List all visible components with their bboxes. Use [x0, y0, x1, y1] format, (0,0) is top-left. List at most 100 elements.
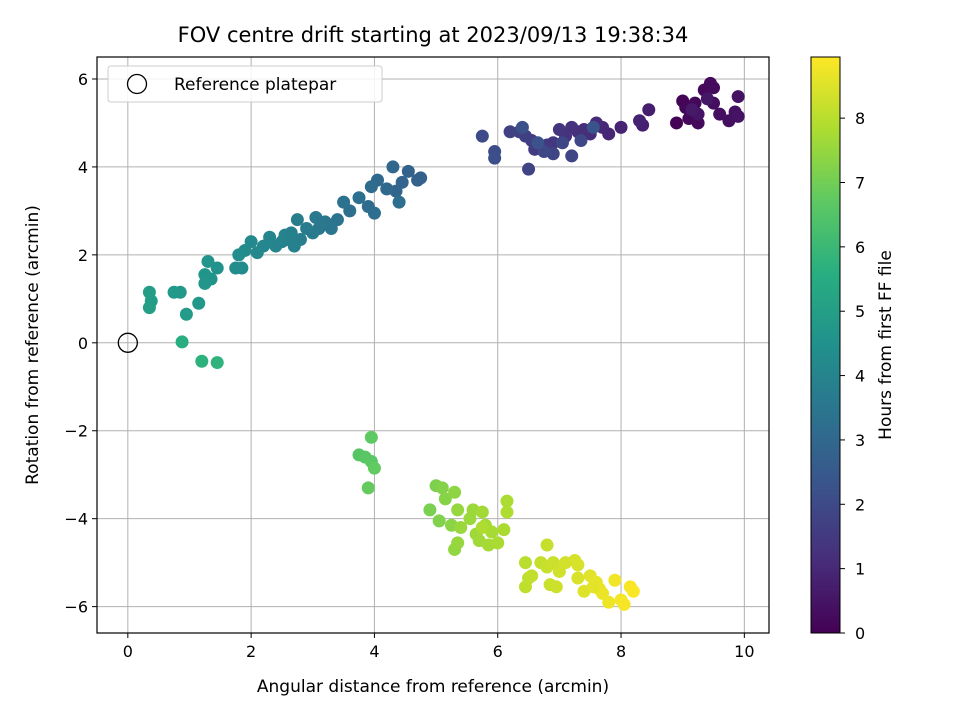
data-point	[423, 503, 437, 517]
data-point	[731, 90, 745, 104]
y-tick-label: −6	[64, 598, 88, 617]
data-point	[700, 92, 714, 106]
data-point	[401, 164, 415, 178]
data-point	[210, 261, 224, 275]
data-point	[518, 556, 532, 570]
data-point	[497, 523, 511, 537]
data-point	[571, 558, 585, 572]
y-axis-title: Rotation from reference (arcmin)	[23, 205, 43, 485]
data-point	[633, 114, 647, 128]
data-point	[192, 296, 206, 310]
x-tick-label: 4	[369, 642, 379, 661]
data-point	[586, 120, 600, 134]
data-point	[522, 162, 536, 176]
colorbar-tick-label: 2	[855, 495, 865, 514]
y-tick-label: 6	[78, 70, 88, 89]
data-point	[451, 536, 465, 550]
data-point	[454, 520, 468, 534]
data-point	[364, 180, 378, 194]
colorbar: 0 1 2 3 4 5 6 7 8 Hours from first FF file	[810, 56, 896, 643]
data-point	[608, 573, 622, 587]
data-point	[540, 538, 554, 552]
x-axis-title: Angular distance from reference (arcmin)	[257, 677, 609, 697]
data-point	[250, 246, 264, 260]
data-point	[602, 595, 616, 609]
data-point	[552, 123, 566, 137]
data-point	[175, 335, 189, 349]
data-point	[685, 103, 699, 117]
data-point	[142, 301, 156, 315]
x-tick-label: 6	[493, 642, 503, 661]
data-point	[515, 120, 529, 134]
x-tick-label: 2	[246, 642, 256, 661]
y-axis: −6 −4 −2 0 2 4 6	[64, 70, 97, 617]
data-point	[448, 485, 462, 499]
data-point	[179, 307, 193, 321]
data-point	[491, 536, 505, 550]
data-point	[451, 503, 465, 517]
x-axis: 0 2 4 6 8 10	[123, 633, 755, 661]
data-point	[707, 81, 721, 95]
data-point	[574, 134, 588, 148]
data-point	[518, 580, 532, 594]
data-point	[488, 151, 502, 165]
data-point	[475, 129, 489, 143]
data-point	[626, 584, 640, 598]
data-point	[435, 481, 449, 495]
colorbar-tick-label: 5	[855, 302, 865, 321]
reference-layer	[117, 332, 138, 353]
data-point	[713, 107, 727, 121]
grid-lines	[97, 57, 769, 633]
data-point	[142, 285, 156, 299]
data-point	[290, 213, 304, 227]
colorbar-tick-label: 6	[855, 238, 865, 257]
data-point	[364, 430, 378, 444]
legend: Reference platepar	[107, 65, 383, 103]
data-point	[531, 136, 545, 150]
data-point	[432, 514, 446, 528]
y-tick-label: −2	[64, 422, 88, 441]
data-point	[500, 505, 514, 519]
y-tick-label: 2	[78, 246, 88, 265]
data-point	[300, 221, 314, 235]
colorbar-tick-label: 4	[855, 367, 865, 386]
data-point	[380, 182, 394, 196]
y-tick-label: −4	[64, 510, 88, 529]
reference-platepar-marker	[117, 332, 138, 353]
data-point	[284, 226, 298, 240]
y-tick-label: 0	[78, 334, 88, 353]
data-point	[586, 580, 600, 594]
data-point	[229, 261, 243, 275]
colorbar-tick-label: 1	[855, 560, 865, 579]
colorbar-ticks: 0 1 2 3 4 5 6 7 8	[840, 109, 865, 643]
plot-frame	[96, 56, 770, 634]
y-tick-label: 4	[78, 158, 88, 177]
data-point	[670, 116, 684, 130]
data-point	[617, 597, 631, 611]
colorbar-tick-label: 3	[855, 431, 865, 450]
colorbar-tick-label: 0	[855, 624, 865, 643]
data-point	[315, 217, 329, 231]
data-points	[142, 76, 745, 611]
data-point	[392, 195, 406, 209]
data-point	[642, 103, 656, 117]
legend-marker	[126, 73, 148, 95]
colorbar-title: Hours from first FF file	[876, 250, 896, 440]
legend-box	[107, 65, 383, 103]
data-point	[565, 149, 579, 163]
legend-label: Reference platepar	[174, 75, 336, 95]
data-point	[503, 125, 517, 139]
data-point	[210, 356, 224, 370]
data-point	[195, 354, 209, 368]
chart-title: FOV centre drift starting at 2023/09/13 …	[178, 23, 689, 47]
data-point	[731, 109, 745, 123]
x-tick-label: 10	[734, 642, 754, 661]
data-point	[555, 136, 569, 150]
colorbar-tick-label: 8	[855, 109, 865, 128]
colorbar-tick-label: 7	[855, 173, 865, 192]
data-point	[201, 254, 215, 268]
data-point	[614, 120, 628, 134]
data-point	[500, 494, 514, 508]
data-point	[361, 481, 375, 495]
